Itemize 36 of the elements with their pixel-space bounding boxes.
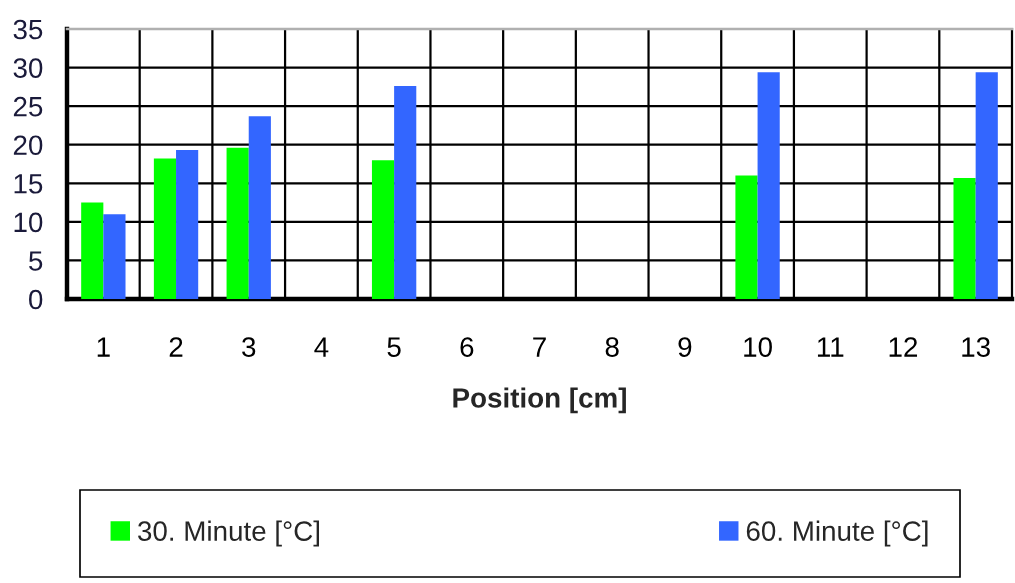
x-tick-label: 11 [817,337,844,357]
x-tick-label: 2 [169,337,183,357]
y-tick-label: 5 [29,251,43,271]
legend-label: 30. Minute [°C] [138,520,319,547]
x-tick-label: 9 [678,337,692,357]
y-tick-label: 20 [13,135,43,156]
y-tick-label: 15 [14,174,43,194]
y-tick-label: 35 [13,19,43,40]
y-tick-label: 25 [13,96,43,117]
y-tick-label: 10 [14,212,43,233]
x-tick-label: 6 [460,337,474,357]
bar [735,175,758,299]
bar [103,214,126,299]
x-tick-label: 4 [314,337,329,357]
bar [757,72,780,299]
bar [226,147,249,299]
legend-label: 60. Minute [°C] [746,520,928,547]
bar [248,116,271,299]
bar [81,202,104,299]
x-axis-title: Position [cm] [453,387,626,414]
bar [176,150,199,299]
bar [394,86,417,299]
bar [975,72,998,299]
x-tick-label: 5 [387,337,401,357]
bar [953,177,976,299]
x-tick-label: 8 [605,337,619,357]
y-tick-label: 30 [13,58,43,78]
x-tick-label: 13 [962,337,990,357]
x-tick-label: 7 [533,337,546,357]
x-tick-label: 12 [889,337,918,357]
x-tick-label: 3 [242,337,256,357]
bar [371,160,395,299]
x-tick-label: 1 [97,337,110,357]
x-tick-label: 10 [744,337,772,357]
y-tick-label: 0 [29,289,43,310]
bar [153,158,177,299]
